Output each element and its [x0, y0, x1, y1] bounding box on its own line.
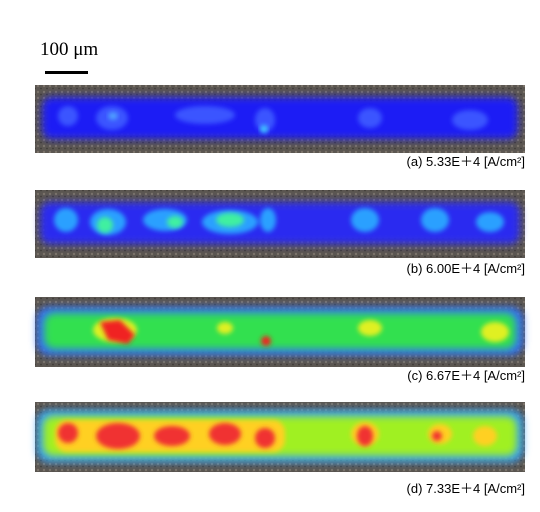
caption: (b) 6.00E＋4 [A/cm²]: [407, 261, 525, 276]
thermal-image: [35, 190, 525, 258]
caption: (c) 6.67E＋4 [A/cm²]: [407, 368, 525, 383]
caption: (d) 7.33E＋4 [A/cm²]: [407, 481, 525, 496]
scale-bar: [45, 71, 88, 74]
thermal-image: [35, 402, 525, 472]
thermal-image: [35, 85, 525, 153]
scale-label: 100 μm: [40, 39, 98, 60]
caption: (a) 5.33E＋4 [A/cm²]: [407, 154, 525, 169]
thermal-image: [35, 297, 525, 367]
